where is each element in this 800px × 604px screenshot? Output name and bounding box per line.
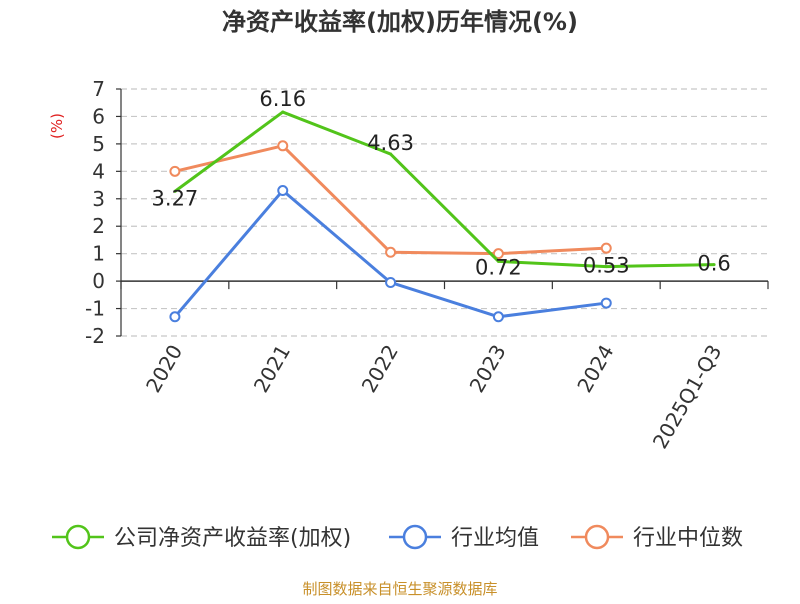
series-point: [173, 189, 177, 193]
series-point: [277, 185, 289, 197]
y-tick-label: 0: [92, 269, 105, 293]
series-line: [174, 144, 607, 256]
data-label: 4.63: [367, 131, 414, 155]
y-axis-unit-label: (%): [48, 113, 66, 139]
y-tick-label: 1: [92, 242, 105, 266]
data-label: 6.16: [259, 87, 306, 111]
x-tick-label: 2023: [465, 340, 511, 396]
y-tick-label: 3: [92, 187, 105, 211]
legend-item[interactable]: 行业中位数: [571, 524, 743, 551]
data-source-note: 制图数据来自恒生聚源数据库: [302, 580, 497, 598]
legend-marker-icon: [402, 524, 428, 550]
y-tick-label: 5: [92, 132, 105, 156]
x-tick-label: 2020: [141, 341, 187, 397]
series-point: [604, 265, 608, 269]
y-tick-label: -1: [85, 297, 105, 321]
x-tick-label: 2025Q1-Q3: [648, 341, 727, 453]
data-label: 0.53: [583, 254, 630, 278]
series-point: [281, 110, 285, 114]
x-tick-label: 2024: [572, 341, 618, 397]
y-tick-label: 6: [92, 104, 105, 128]
data-label: 0.72: [475, 255, 522, 279]
series-point: [277, 140, 289, 152]
legend-item[interactable]: 行业均值: [389, 524, 539, 551]
data-label: 0.6: [697, 252, 730, 276]
series-lines: [169, 110, 716, 323]
series-point: [496, 259, 500, 263]
series-point: [169, 311, 181, 323]
series-point: [385, 246, 397, 258]
series-point: [492, 311, 504, 323]
legend-label: 行业均值: [451, 526, 539, 551]
x-tick-label: 2021: [249, 341, 295, 397]
legend: 公司净资产收益率(加权) 行业均值 行业中位数: [52, 524, 743, 551]
series-point: [600, 242, 612, 254]
y-tick-label: 2: [92, 214, 105, 238]
legend-label: 行业中位数: [633, 526, 743, 551]
legend-marker-icon: [65, 524, 91, 550]
series-point: [385, 276, 397, 288]
legend-item[interactable]: 公司净资产收益率(加权): [52, 524, 351, 551]
series-point: [169, 165, 181, 177]
chart-title: 净资产收益率(加权)历年情况(%): [222, 8, 578, 36]
y-tick-label: -2: [85, 324, 105, 348]
series-line: [174, 110, 715, 269]
series-point: [492, 248, 504, 260]
series-point: [389, 152, 393, 156]
series-point: [600, 297, 612, 309]
y-tick-label: 7: [92, 77, 105, 101]
y-tick-label: 4: [92, 159, 105, 183]
series-point: [712, 263, 716, 267]
data-label: 3.27: [152, 186, 199, 210]
x-tick-label: 2022: [357, 341, 403, 397]
legend-label: 公司净资产收益率(加权): [114, 526, 351, 551]
data-labels: 3.27 6.16 4.63 0.72 0.53 0.6: [152, 87, 731, 279]
legend-marker-icon: [584, 524, 610, 550]
